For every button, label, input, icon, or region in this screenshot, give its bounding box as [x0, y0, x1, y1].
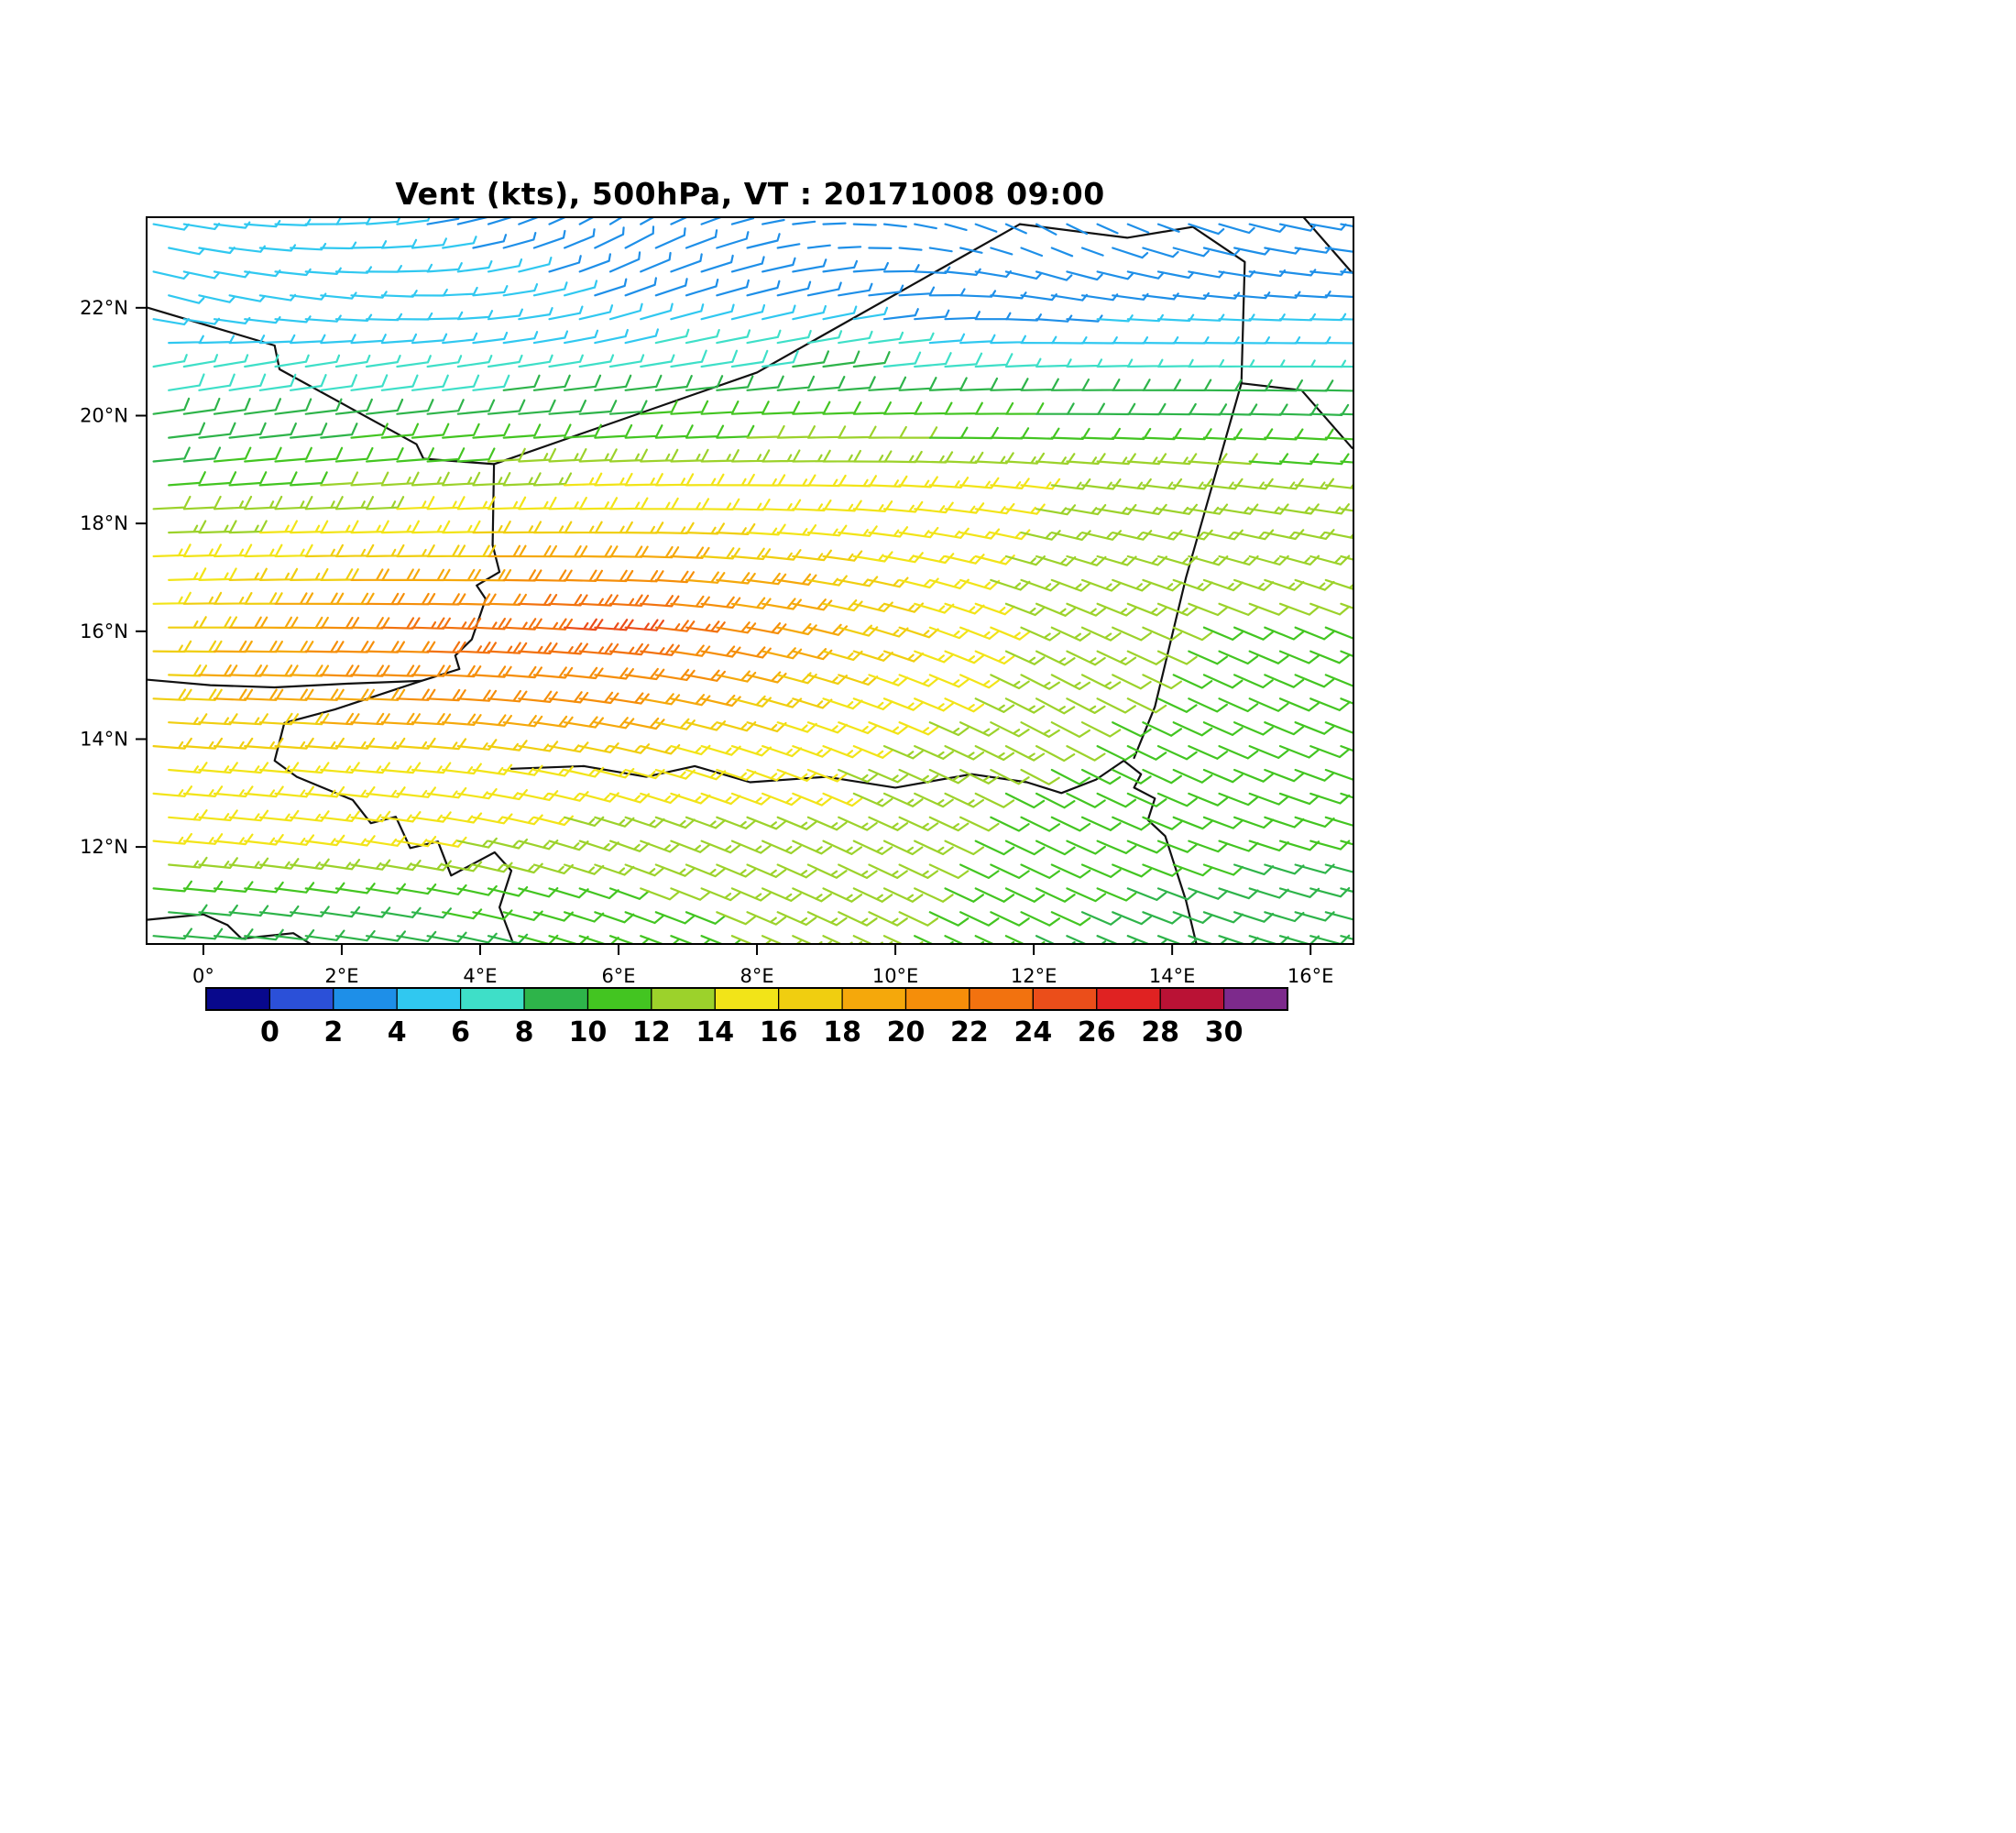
x-tick-label: 12°E [1011, 965, 1057, 987]
border-niger-algeria-diagonal [492, 223, 1022, 466]
x-tick-label: 14°E [1149, 965, 1196, 987]
colorbar-segment [1032, 987, 1098, 1011]
x-tick-label: 8°E [740, 965, 773, 987]
border-southwest-coastline [147, 913, 312, 944]
colorbar-tick-label: 20 [887, 1016, 926, 1048]
colorbar-tick-label: 28 [1141, 1016, 1179, 1048]
colorbar-tick-label: 30 [1205, 1016, 1244, 1048]
colorbar-tick-label: 22 [950, 1016, 989, 1048]
colorbar-segment [460, 987, 525, 1011]
colorbar-segment [714, 987, 780, 1011]
y-tick-label: 22°N [80, 297, 128, 319]
colorbar-tick-label: 16 [760, 1016, 798, 1048]
colorbar-segment [1222, 987, 1288, 1011]
colorbar-segment [651, 987, 716, 1011]
y-tick-label: 12°N [80, 836, 128, 858]
y-tick-label: 16°N [80, 620, 128, 642]
colorbar-segment [333, 987, 398, 1011]
colorbar-segment [841, 987, 907, 1011]
chart-title: Vent (kts), 500hPa, VT : 20171008 09:00 [395, 176, 1105, 212]
x-tick-label: 0° [192, 965, 214, 987]
colorbar-segment [969, 987, 1034, 1011]
y-tick-label: 14°N [80, 728, 128, 750]
colorbar-segment [268, 987, 334, 1011]
colorbar-segment [523, 987, 589, 1011]
colorbar-segment [904, 987, 970, 1011]
x-tick-label: 4°E [463, 965, 497, 987]
axes [136, 306, 1312, 955]
colorbar-segment [1159, 987, 1225, 1011]
axis-labels: 12°N 14°N 16°N 18°N 20°N 22°N 0° 2°E 4°E 6°E 8°E 10… [80, 297, 1333, 987]
colorbar-tick-label: 0 [260, 1016, 279, 1048]
colorbar-tick-label: 10 [569, 1016, 608, 1048]
colorbar-tick-label: 14 [696, 1016, 734, 1048]
colorbar: 0 2 4 6 8 10 12 14 16 18 20 22 24 26 28 30 [205, 987, 1288, 1048]
x-tick-label: 6°E [601, 965, 635, 987]
y-tick-label: 18°N [80, 512, 128, 534]
colorbar-tick-label: 6 [451, 1016, 470, 1048]
colorbar-segment [396, 987, 462, 1011]
colorbar-segment [586, 987, 652, 1011]
border-niger-nigeria-south [509, 759, 1198, 944]
colorbar-outline [205, 987, 1288, 1011]
border-niger-mali-west [147, 463, 501, 689]
colorbar-segment [205, 987, 271, 1011]
colorbar-tick-label: 18 [823, 1016, 861, 1048]
colorbar-tick-label: 26 [1078, 1016, 1116, 1048]
y-tick-label: 20°N [80, 404, 128, 426]
colorbar-segment [778, 987, 843, 1011]
x-tick-label: 2°E [324, 965, 358, 987]
x-tick-label: 16°E [1287, 965, 1334, 987]
colorbar-tick-label: 12 [632, 1016, 671, 1048]
plot-frame [146, 216, 1354, 945]
colorbar-tick-label: 2 [323, 1016, 343, 1048]
x-tick-label: 10°E [872, 965, 919, 987]
wind-barbs [152, 217, 1353, 944]
colorbar-tick-label: 24 [1014, 1016, 1053, 1048]
colorbar-tick-label: 8 [515, 1016, 534, 1048]
colorbar-segment [1096, 987, 1161, 1011]
colorbar-tick-label: 4 [388, 1016, 407, 1048]
border-northeast-corner [1302, 217, 1353, 274]
